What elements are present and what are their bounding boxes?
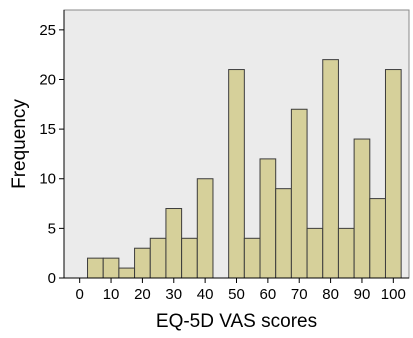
histogram-bar-11 — [259, 158, 277, 279]
y-axis-title: Frequency — [9, 99, 30, 189]
x-tick-label: 50 — [228, 286, 245, 303]
x-tick-label: 60 — [260, 286, 277, 303]
histogram-bar-9 — [228, 69, 245, 279]
histogram-bar-7 — [196, 178, 214, 279]
y-tick-label: 20 — [39, 71, 56, 88]
histogram-bar-19 — [384, 69, 402, 279]
x-tick-label: 0 — [76, 286, 84, 303]
histogram-bar-14 — [306, 227, 324, 279]
histogram-bar-0 — [87, 257, 104, 279]
y-tick-label: 5 — [48, 220, 56, 237]
x-tick-label: 100 — [381, 286, 406, 303]
histogram-bar-10 — [243, 237, 261, 279]
histogram-bar-1 — [102, 257, 120, 279]
y-tick-label: 10 — [39, 171, 56, 188]
histogram-bar-2 — [118, 267, 136, 279]
x-tick-label: 90 — [354, 286, 371, 303]
x-tick-label: 70 — [291, 286, 308, 303]
x-tick-label: 30 — [165, 286, 182, 303]
y-tick-label: 15 — [39, 121, 56, 138]
histogram-bar-6 — [181, 237, 198, 279]
histogram-bar-15 — [322, 59, 339, 279]
x-tick-label: 40 — [197, 286, 214, 303]
x-tick-label: 80 — [322, 286, 339, 303]
x-tick-label: 20 — [134, 286, 151, 303]
histogram-bar-12 — [275, 188, 292, 279]
histogram-bar-5 — [165, 208, 183, 279]
x-tick-label: 10 — [103, 286, 120, 303]
y-tick-label: 0 — [48, 270, 56, 287]
x-axis-title: EQ-5D VAS scores — [156, 311, 317, 332]
y-axis: 0 5 10 15 20 25 — [39, 10, 65, 287]
histogram-bar-17 — [353, 138, 371, 279]
histogram-bar-18 — [369, 198, 386, 279]
bars-group — [87, 59, 402, 279]
x-axis: 0 10 20 30 40 50 60 70 80 90 100 — [64, 277, 409, 303]
histogram-bar-4 — [149, 237, 167, 279]
histogram-bar-13 — [290, 108, 308, 279]
histogram-bar-3 — [134, 247, 151, 279]
y-tick-label: 25 — [39, 22, 56, 39]
histogram-bar-16 — [337, 227, 355, 279]
